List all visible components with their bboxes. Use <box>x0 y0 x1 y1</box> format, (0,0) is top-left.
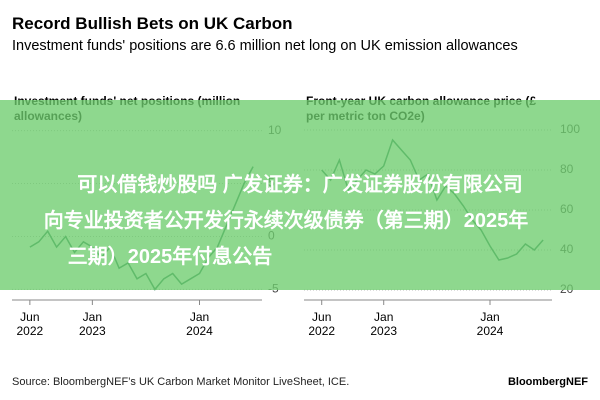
x-tick-label: Jun 2022 <box>16 310 44 338</box>
source: Source: BloombergNEF’s UK Carbon Market … <box>12 376 350 388</box>
banner: 可以借钱炒股吗 广发证券：广发证券股份有限公司 向专业投资者公开发行永续次级债券… <box>0 100 600 290</box>
x-tick-label: Jan 2023 <box>370 310 398 338</box>
x-tick-label: Jan 2024 <box>476 310 504 338</box>
banner-line: 可以借钱炒股吗 广发证券：广发证券股份有限公司 <box>77 174 523 196</box>
x-tick-label: Jan 2024 <box>186 310 213 338</box>
banner-line: 向专业投资者公开发行永续次级债券（第三期）2025年 <box>43 210 529 232</box>
brand: BloombergNEF <box>507 376 588 388</box>
x-tick-label: Jun 2022 <box>308 310 336 338</box>
banner-line: 三期）2025年付息公告 <box>67 246 273 268</box>
x-tick-label: Jan 2023 <box>78 310 106 338</box>
subtitle: Investment funds' positions are 6.6 mill… <box>12 38 518 54</box>
title: Record Bullish Bets on UK Carbon <box>12 14 293 33</box>
